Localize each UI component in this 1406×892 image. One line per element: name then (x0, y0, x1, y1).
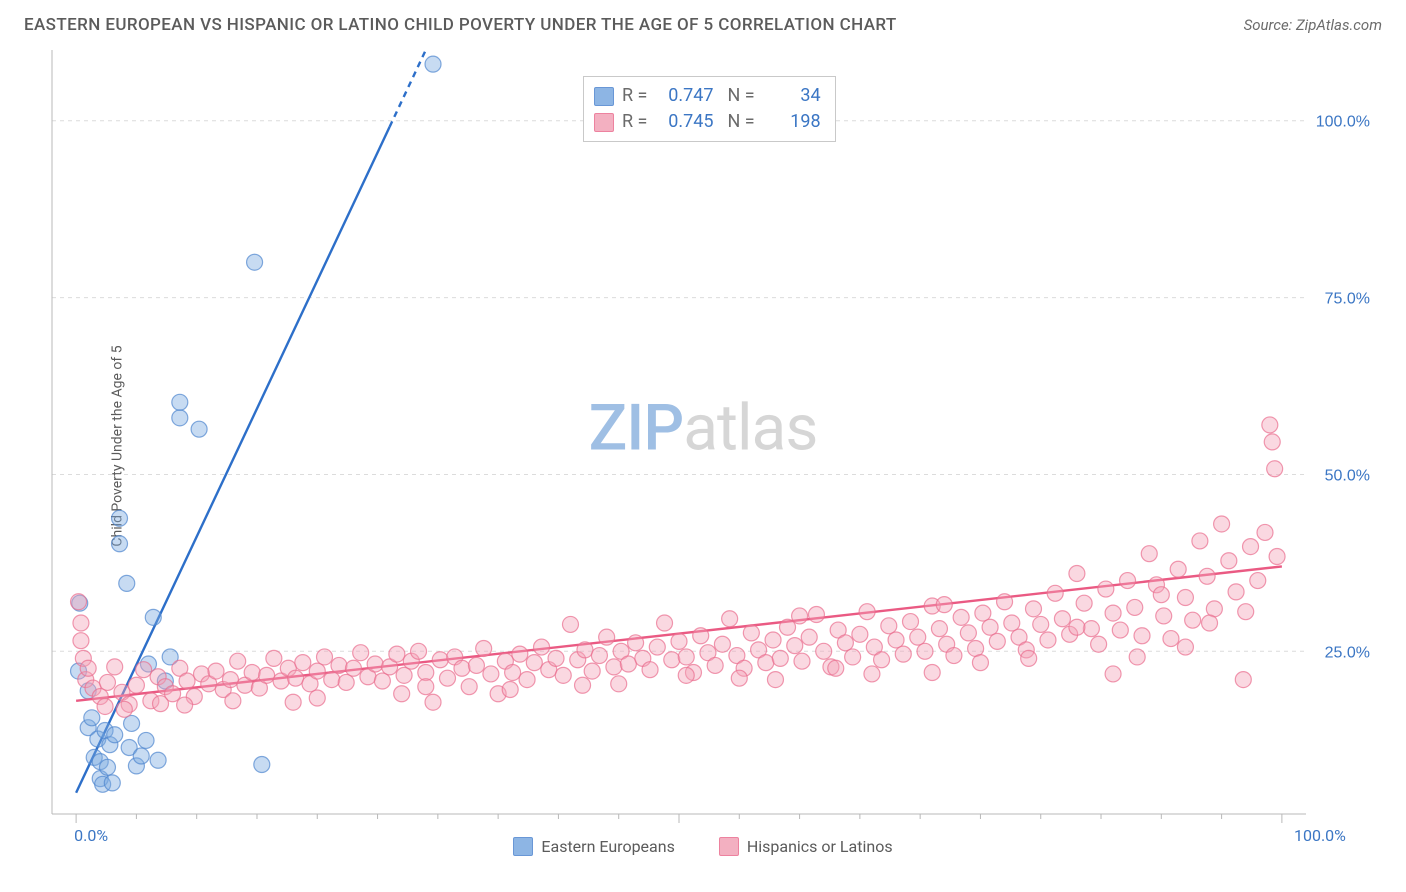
correlation-legend: R =0.747N =34R =0.745N =198 (583, 76, 836, 142)
legend-swatch (513, 837, 533, 856)
legend-swatch (594, 113, 614, 132)
legend-item: Eastern Europeans (513, 837, 674, 856)
scatter-plot-svg: 25.0% 50.0% 75.0% 100.0% (46, 46, 1376, 824)
chart-title: EASTERN EUROPEAN VS HISPANIC OR LATINO C… (24, 15, 897, 35)
correlation-row: R =0.747N =34 (594, 83, 821, 109)
svg-text:50.0%: 50.0% (1325, 467, 1370, 484)
legend-label: Eastern Europeans (541, 837, 674, 856)
legend-label: Hispanics or Latinos (747, 837, 893, 856)
series-legend: Eastern Europeans Hispanics or Latinos (0, 837, 1406, 856)
correlation-row: R =0.745N =198 (594, 109, 821, 135)
chart-source: Source: ZipAtlas.com (1244, 16, 1382, 34)
legend-swatch (719, 837, 739, 856)
svg-text:25.0%: 25.0% (1325, 644, 1370, 661)
plot-area: 25.0% 50.0% 75.0% 100.0% (46, 46, 1376, 824)
svg-text:100.0%: 100.0% (1316, 114, 1370, 131)
legend-swatch (594, 87, 614, 106)
svg-text:75.0%: 75.0% (1325, 291, 1370, 308)
legend-item: Hispanics or Latinos (719, 837, 893, 856)
